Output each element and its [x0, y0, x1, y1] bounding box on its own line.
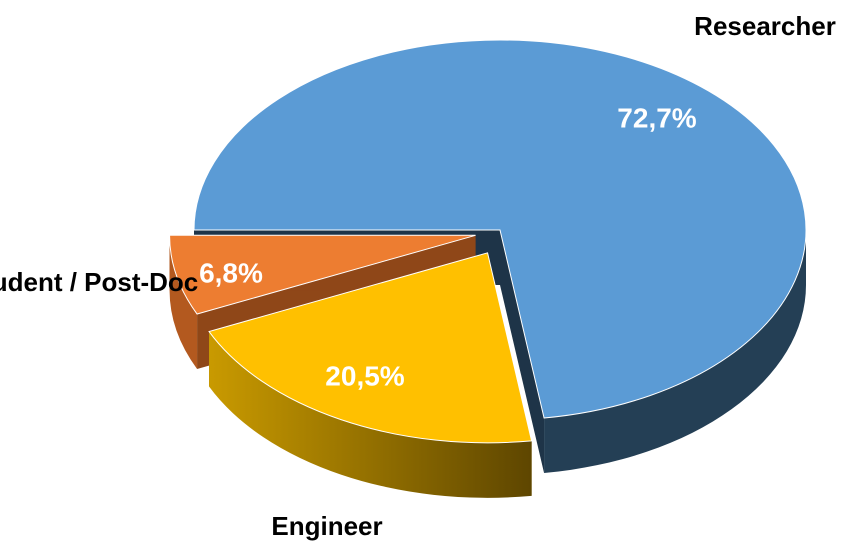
slice: [193, 39, 807, 419]
slice-side: [169, 235, 198, 370]
slice: [169, 234, 476, 315]
slice-side: [209, 331, 532, 498]
data-label: 72,7%: [617, 102, 696, 133]
category-label: Engineer: [271, 511, 382, 541]
slice-group: [208, 252, 533, 498]
slice: [208, 252, 533, 444]
data-label: 20,5%: [325, 360, 404, 391]
category-label: Researcher: [694, 11, 836, 41]
category-label: Student / Post-Doc: [0, 267, 198, 297]
slice-side: [544, 230, 806, 474]
data-label: 6,8%: [199, 257, 263, 288]
slice-wall: [500, 230, 545, 474]
